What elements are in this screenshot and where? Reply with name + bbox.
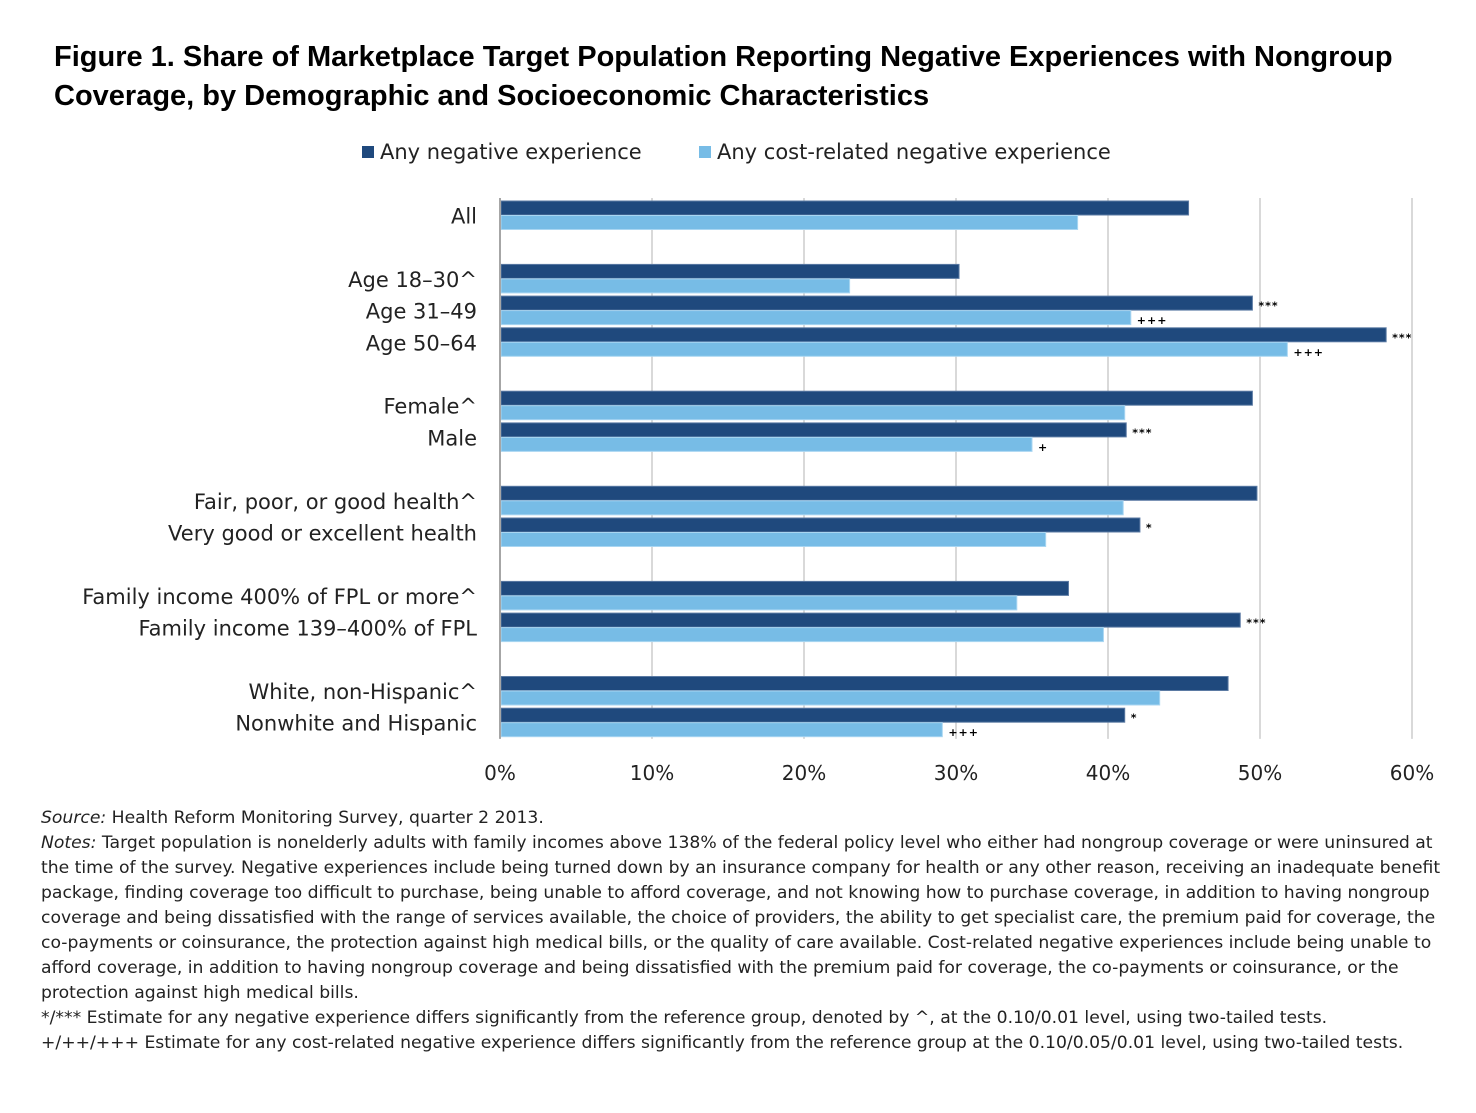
category-label: Age 31–49 bbox=[366, 300, 477, 324]
bar-cost-related bbox=[500, 500, 1124, 516]
category-label: All bbox=[451, 205, 477, 229]
bar-any-negative bbox=[500, 200, 1190, 216]
legend-label-any-negative: Any negative experience bbox=[380, 140, 642, 164]
category-label: Nonwhite and Hispanic bbox=[235, 712, 477, 736]
legend: Any negative experience Any cost-related… bbox=[0, 140, 1476, 170]
bar-any-negative bbox=[500, 485, 1258, 501]
significance-marker: +++ bbox=[1293, 346, 1324, 359]
significance-marker: * bbox=[1131, 712, 1138, 725]
bar-any-negative bbox=[500, 580, 1069, 596]
bar-cost-related bbox=[500, 436, 1033, 452]
category-label: White, non-Hispanic^ bbox=[248, 680, 477, 704]
significance-marker: + bbox=[1038, 441, 1048, 454]
bar-any-negative bbox=[500, 422, 1127, 438]
significance-markers: ***+++***+++***+*****+++ bbox=[948, 300, 1412, 740]
legend-item-cost-related: Any cost-related negative experience bbox=[699, 140, 1111, 164]
bar-any-negative bbox=[500, 612, 1241, 628]
significance-marker: *** bbox=[1392, 331, 1412, 344]
legend-item-any-negative: Any negative experience bbox=[362, 140, 642, 164]
bar-any-negative bbox=[500, 327, 1387, 343]
x-tick-label: 50% bbox=[1238, 761, 1282, 785]
x-tick-label: 30% bbox=[934, 761, 978, 785]
legend-swatch-light bbox=[699, 146, 711, 158]
significance-marker: +++ bbox=[948, 726, 979, 739]
x-tick-label: 60% bbox=[1390, 761, 1434, 785]
bar-cost-related bbox=[500, 532, 1047, 547]
significance-marker: *** bbox=[1258, 300, 1278, 313]
legend-label-cost-related: Any cost-related negative experience bbox=[717, 140, 1111, 164]
bar-any-negative bbox=[500, 517, 1141, 533]
chart-title: Figure 1. Share of Marketplace Target Po… bbox=[54, 41, 1393, 112]
notes-section: Source: Health Reform Monitoring Survey,… bbox=[41, 806, 1441, 1056]
bar-any-negative bbox=[500, 295, 1253, 311]
source-note: Source: Health Reform Monitoring Survey,… bbox=[41, 806, 1441, 831]
bar-any-negative bbox=[500, 263, 960, 279]
bar-cost-related bbox=[500, 627, 1104, 643]
bar-cost-related bbox=[500, 722, 943, 738]
significance-note-cost: +/++/+++ Estimate for any cost-related n… bbox=[41, 1033, 1404, 1053]
category-label: Age 50–64 bbox=[366, 331, 477, 355]
x-tick-label: 40% bbox=[1086, 761, 1130, 785]
category-label: Family income 400% of FPL or more^ bbox=[82, 585, 477, 609]
x-tick-label: 20% bbox=[782, 761, 826, 785]
bar-cost-related bbox=[500, 310, 1132, 326]
significance-marker: * bbox=[1146, 522, 1153, 535]
notes-text: Target population is nonelderly adults w… bbox=[41, 833, 1441, 1003]
bar-cost-related bbox=[500, 278, 851, 294]
legend-swatch-dark bbox=[362, 146, 374, 158]
bar-cost-related bbox=[500, 405, 1126, 421]
category-label: Female^ bbox=[383, 395, 477, 419]
category-label: Male bbox=[427, 426, 477, 450]
bars bbox=[500, 200, 1387, 738]
x-tick-label: 0% bbox=[484, 761, 516, 785]
significance-note-negative: */*** Estimate for any negative experien… bbox=[41, 1008, 1328, 1028]
source-text: Health Reform Monitoring Survey, quarter… bbox=[106, 808, 544, 828]
significance-marker: *** bbox=[1132, 426, 1152, 439]
bar-any-negative bbox=[500, 707, 1126, 723]
category-label: Very good or excellent health bbox=[168, 522, 477, 546]
bar-cost-related bbox=[500, 690, 1161, 706]
bar-cost-related bbox=[500, 215, 1079, 230]
category-label: Family income 139–400% of FPL bbox=[139, 617, 478, 641]
bar-any-negative bbox=[500, 676, 1229, 691]
x-tick-labels: 0% 10% 20% 30% 40% 50% 60% bbox=[484, 761, 1434, 785]
category-label: Fair, poor, or good health^ bbox=[194, 490, 477, 514]
notes-paragraph: Notes: Target population is nonelderly a… bbox=[41, 831, 1441, 1006]
x-tick-label: 10% bbox=[630, 761, 674, 785]
category-label: Age 18–30^ bbox=[348, 268, 477, 292]
significance-marker: *** bbox=[1246, 617, 1266, 630]
significance-marker: +++ bbox=[1137, 314, 1168, 327]
bar-any-negative bbox=[500, 390, 1253, 406]
bar-cost-related bbox=[500, 595, 1018, 611]
category-labels: All Age 18–30^ Age 31–49 Age 50–64 Female^ Ma… bbox=[82, 205, 477, 736]
bar-cost-related bbox=[500, 341, 1288, 357]
source-label: Source: bbox=[41, 808, 107, 828]
notes-label: Notes: bbox=[41, 833, 97, 853]
